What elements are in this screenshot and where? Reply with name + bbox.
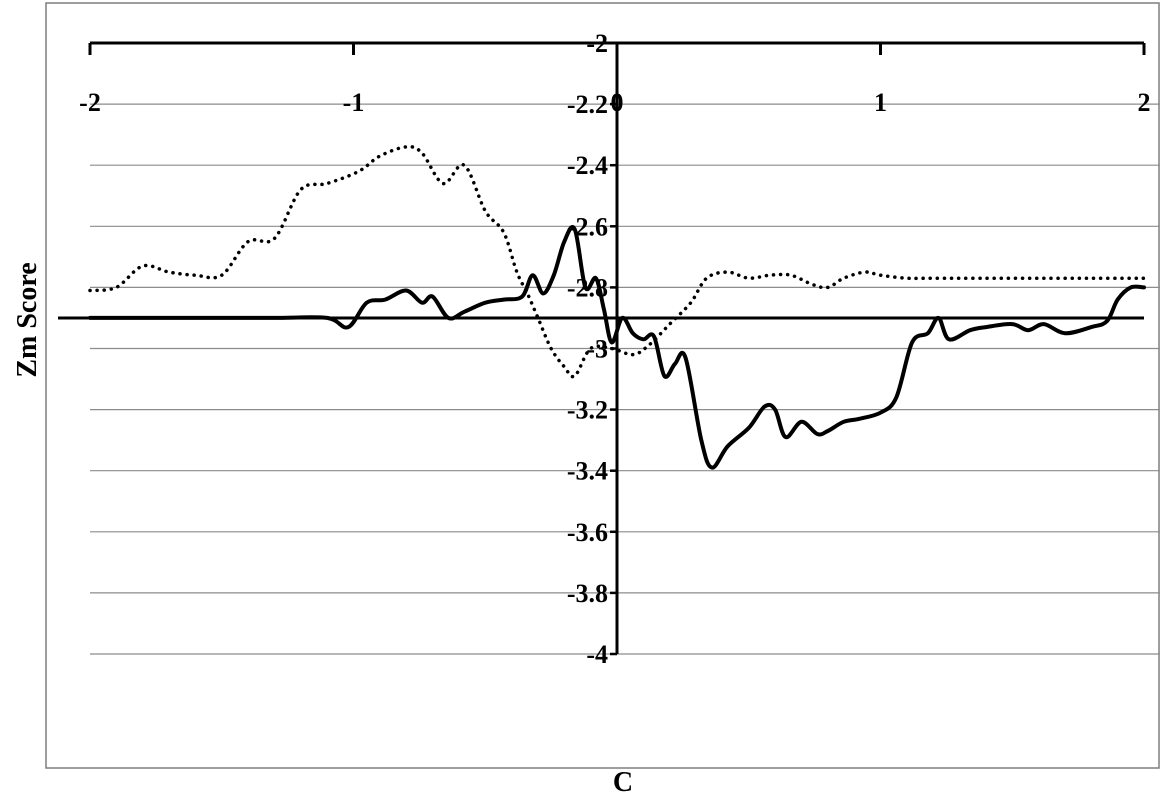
y-tick-label: -2 bbox=[586, 29, 608, 58]
x-tick-label: 2 bbox=[1138, 88, 1151, 117]
y-tick-label: -3.8 bbox=[567, 579, 608, 608]
series-line-solid bbox=[88, 224, 1146, 470]
y-tick-label: -2.4 bbox=[567, 151, 608, 180]
y-tick-label: -2.2 bbox=[567, 90, 608, 119]
y-tick-label: -2.8 bbox=[567, 273, 608, 302]
series-line-dotted bbox=[88, 145, 1146, 379]
series-layer bbox=[88, 145, 1146, 470]
axes bbox=[58, 41, 1146, 656]
x-tick-label: 0 bbox=[611, 88, 624, 117]
x-tick-label: -1 bbox=[343, 88, 365, 117]
y-tick-label: -3.2 bbox=[567, 396, 608, 425]
y-tick-label: -4 bbox=[586, 640, 608, 669]
y-axis-title: Zm Score bbox=[12, 262, 43, 377]
x-axis-title: C bbox=[613, 767, 633, 797]
x-tick-label: -2 bbox=[79, 88, 101, 117]
y-tick-label: -2.6 bbox=[567, 212, 608, 241]
x-tick-label: 1 bbox=[874, 88, 887, 117]
y-tick-label: -3.4 bbox=[567, 457, 608, 486]
y-tick-label: -3 bbox=[586, 335, 608, 364]
gridlines bbox=[90, 103, 1160, 655]
plot-area-frame bbox=[45, 2, 1160, 769]
y-tick-label: -3.6 bbox=[567, 518, 608, 547]
tick-labels: -2 -1 0 1 2 -2 -2.2 -2.4 -2.6 -2.8 -3 -3.2 -3.4 -3.6 -… bbox=[79, 29, 1150, 669]
